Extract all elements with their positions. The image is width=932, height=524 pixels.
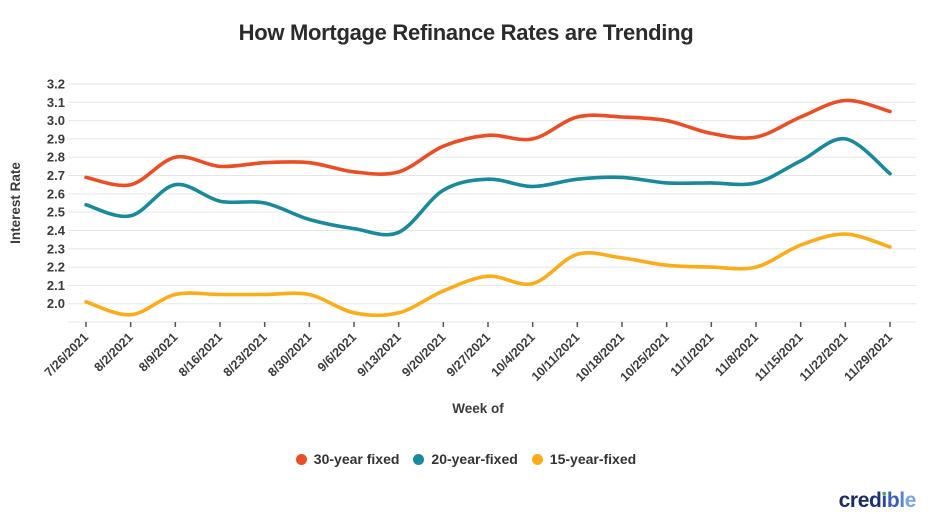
y-tick-label: 2.2 bbox=[47, 260, 65, 275]
y-tick-label: 2.4 bbox=[47, 223, 66, 238]
y-tick-label: 3.0 bbox=[47, 113, 65, 128]
logo-letter: e bbox=[904, 489, 917, 512]
x-tick-label: 8/23/2021 bbox=[221, 330, 270, 379]
legend-dot-icon bbox=[295, 453, 307, 465]
x-tick-label: 8/9/2021 bbox=[136, 330, 180, 374]
y-tick-label: 2.6 bbox=[47, 186, 65, 201]
x-tick-label: 9/13/2021 bbox=[355, 330, 404, 379]
x-tick-label: 9/6/2021 bbox=[315, 330, 359, 374]
x-tick-label: 7/26/2021 bbox=[42, 330, 91, 379]
chart-title: How Mortgage Refinance Rates are Trendin… bbox=[238, 20, 694, 45]
x-tick-label: 11/1/2021 bbox=[668, 330, 717, 379]
legend-item-15-year-fixed[interactable]: 15-year-fixed bbox=[531, 451, 637, 467]
x-tick-label: 11/29/2021 bbox=[841, 330, 895, 384]
y-tick-label: 2.3 bbox=[47, 241, 65, 256]
logo-letter: e bbox=[857, 489, 870, 512]
legend-label: 20-year-fixed bbox=[431, 451, 518, 467]
x-tick-label: 9/27/2021 bbox=[444, 330, 493, 379]
y-axis-title: Interest Rate bbox=[8, 162, 23, 244]
x-tick-label: 8/2/2021 bbox=[91, 330, 135, 374]
series-lines bbox=[84, 98, 892, 318]
credible-logo[interactable]: credıble bbox=[838, 489, 917, 513]
y-tick-label: 2.5 bbox=[47, 205, 65, 220]
x-tick-label: 8/16/2021 bbox=[176, 330, 225, 379]
logo-letter: r bbox=[849, 489, 858, 512]
gridlines bbox=[68, 83, 916, 323]
legend-label: 30-year fixed bbox=[313, 451, 400, 467]
x-axis-title: Week of bbox=[452, 401, 504, 416]
y-tick-label: 2.8 bbox=[47, 150, 65, 165]
legend-item-30-year-fixed[interactable]: 30-year fixed bbox=[295, 451, 400, 467]
x-tick-label: 8/30/2021 bbox=[265, 330, 314, 379]
series-line-15-year-fixed bbox=[84, 232, 892, 318]
logo-letter: l bbox=[899, 489, 905, 512]
series-line-20-year-fixed bbox=[84, 137, 892, 237]
y-tick-label: 3.2 bbox=[47, 77, 65, 92]
logo-letter: ı bbox=[881, 489, 887, 512]
x-tick-label: 9/20/2021 bbox=[399, 330, 448, 379]
x-tick-label: 10/25/2021 bbox=[618, 330, 672, 384]
legend-label: 15-year-fixed bbox=[549, 451, 637, 467]
logo-letter: c bbox=[838, 489, 851, 512]
legend-dot-icon bbox=[413, 453, 425, 465]
y-axis-tick-labels: 3.2 3.1 3.0 2.9 2.8 2.7 2.6 2.5 2.4 2.3 2.2 2.1 2.0 bbox=[47, 77, 66, 312]
y-tick-label: 2.7 bbox=[47, 168, 65, 183]
chart-legend: 30-year fixed 20-year-fixed 15-year-fixed bbox=[0, 446, 932, 472]
logo-letter: d bbox=[868, 489, 882, 512]
x-axis-tick-labels: 7/26/2021 8/2/2021 8/9/20218/16/20218/23/2… bbox=[42, 330, 895, 384]
legend-dot-icon bbox=[531, 453, 543, 465]
y-tick-label: 2.1 bbox=[47, 278, 65, 293]
logo-letter: b bbox=[886, 489, 900, 512]
series-line-30-year-fixed bbox=[84, 98, 892, 188]
y-tick-label: 2.9 bbox=[47, 131, 65, 146]
x-tick-marks bbox=[85, 322, 891, 327]
y-tick-label: 2.0 bbox=[47, 296, 65, 311]
y-tick-label: 3.1 bbox=[47, 95, 65, 110]
legend-item-20-year-fixed[interactable]: 20-year-fixed bbox=[413, 451, 518, 467]
